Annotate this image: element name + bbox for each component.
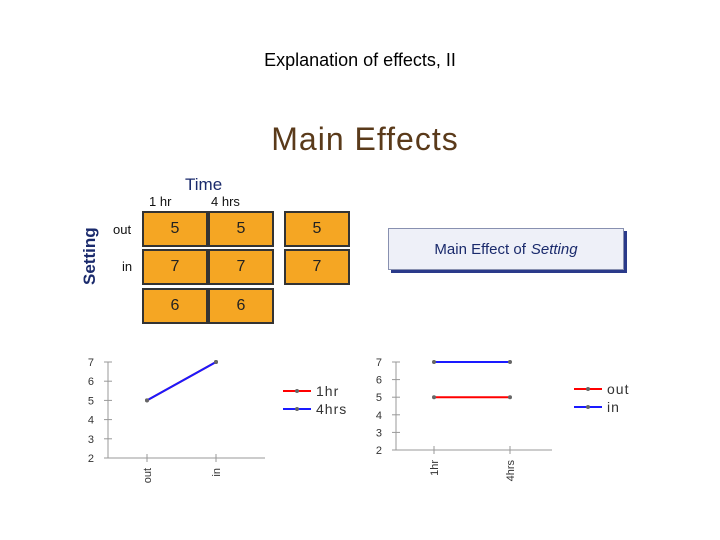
- setting-effect-chart: 7 6 5 4 3 2 out in 1hr 4hrs: [88, 357, 347, 483]
- y-tick-label: 7: [88, 357, 94, 369]
- col-header-1hr: 1 hr: [149, 194, 172, 209]
- legend-label-out: out: [607, 381, 629, 397]
- main-effect-callout: Main Effect of Setting: [388, 228, 624, 270]
- legend-label-1hr: 1hr: [316, 383, 339, 399]
- legend-marker-1hr: [295, 389, 299, 393]
- cell-in-4hrs: 7: [208, 249, 274, 285]
- y-tick-label: 2: [88, 453, 94, 465]
- time-factor-label: Time: [185, 175, 223, 194]
- slide-title: Explanation of effects, II: [264, 50, 456, 70]
- cell-in-mean: 7: [284, 249, 350, 285]
- y-tick-label: 5: [88, 395, 94, 407]
- time-effect-chart: 7 6 5 4 3 2 1hr 4hrs out in: [376, 357, 629, 482]
- callout-prefix: Main Effect of: [434, 240, 526, 258]
- legend-label-in: in: [607, 399, 620, 415]
- cell-mean-1hr: 6: [142, 288, 208, 324]
- cell-out-1hr: 5: [142, 211, 208, 247]
- cell-out-4hrs: 5: [208, 211, 274, 247]
- y-tick-label: 2: [376, 445, 382, 457]
- cell-in-1hr: 7: [142, 249, 208, 285]
- main-effects-heading: Main Effects: [271, 121, 459, 157]
- y-tick-label: 7: [376, 357, 382, 369]
- row-header-in: in: [122, 259, 133, 274]
- series-line-4hrs: [146, 361, 217, 402]
- data-point-in: [432, 360, 436, 364]
- x-tick-label: 1hr: [429, 460, 441, 476]
- data-point-out: [432, 395, 436, 400]
- y-tick-label: 6: [376, 375, 382, 387]
- legend-marker-in: [586, 405, 590, 409]
- y-tick-label: 6: [88, 376, 94, 388]
- y-tick-label: 3: [376, 427, 382, 439]
- legend-label-4hrs: 4hrs: [316, 401, 347, 417]
- y-tick-label: 4: [376, 410, 382, 422]
- row-header-out: out: [113, 222, 132, 237]
- setting-factor-label: Setting: [80, 227, 99, 285]
- x-tick-label: out: [142, 468, 154, 483]
- data-point-out: [508, 395, 512, 400]
- y-tick-label: 4: [88, 415, 94, 427]
- legend-marker-4hrs: [295, 407, 299, 411]
- x-tick-label: 4hrs: [505, 460, 517, 482]
- y-tick-label: 5: [376, 392, 382, 404]
- legend-marker-out: [586, 387, 590, 391]
- col-header-4hrs: 4 hrs: [211, 194, 240, 209]
- data-point-in: [508, 360, 512, 364]
- cell-mean-4hrs: 6: [208, 288, 274, 324]
- data-point-4hrs: [145, 398, 149, 403]
- cell-out-mean: 5: [284, 211, 350, 247]
- y-tick-label: 3: [88, 434, 94, 446]
- callout-emphasis: Setting: [530, 240, 578, 258]
- data-point-4hrs: [214, 360, 218, 364]
- x-tick-label: in: [211, 468, 223, 477]
